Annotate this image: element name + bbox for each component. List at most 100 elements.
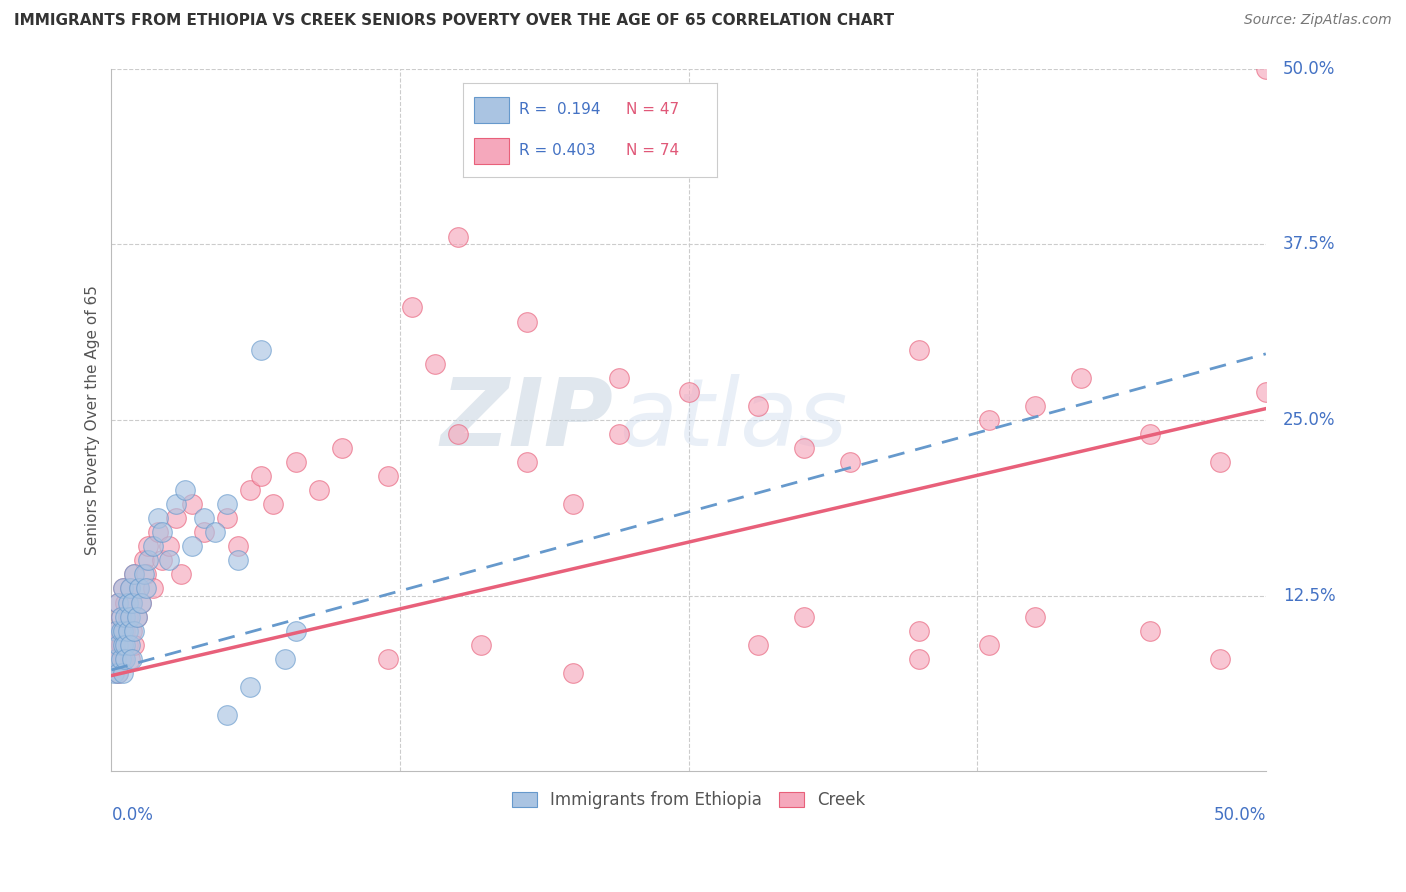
Point [330,441,353,455]
Point [107,595,129,609]
Point [562,665,585,680]
Point [516,455,538,469]
Point [111,624,134,638]
Point [138,553,160,567]
Point [977,413,1000,427]
Point [103,638,125,652]
Point [103,665,125,680]
Point [401,301,423,315]
Point [146,511,169,525]
Point [125,609,148,624]
Point [977,638,1000,652]
Point [908,651,931,665]
Point [165,511,187,525]
Point [110,651,132,665]
Point [150,553,173,567]
Point [285,624,308,638]
Point [157,539,180,553]
Point [1208,651,1230,665]
Point [228,539,250,553]
Point [377,651,399,665]
Point [142,539,165,553]
Point [747,399,769,413]
Point [447,426,470,441]
Point [607,370,630,384]
Point [114,651,136,665]
Point [114,609,136,624]
Point [250,343,273,357]
Point [117,609,139,624]
Point [110,638,132,652]
Point [150,525,173,540]
Point [562,497,585,511]
Text: 50.0%: 50.0% [1213,806,1265,824]
Point [118,582,141,596]
Point [128,582,150,596]
Point [174,483,197,497]
Point [170,567,193,582]
Point [121,595,143,609]
Point [250,469,273,483]
Point [165,497,187,511]
Point [215,707,238,722]
Point [146,525,169,540]
Point [114,624,136,638]
Point [1139,426,1161,441]
Point [118,651,141,665]
Point [157,553,180,567]
Point [204,525,226,540]
Point [114,638,136,652]
Point [125,609,148,624]
Point [1254,62,1277,76]
Point [793,441,815,455]
Point [105,624,128,638]
Point [516,314,538,328]
Point [111,638,134,652]
Point [111,582,134,596]
Point [1024,399,1046,413]
Point [377,469,399,483]
Point [215,511,238,525]
Point [111,651,134,665]
Point [1208,455,1230,469]
Point [239,483,262,497]
Point [228,553,250,567]
Point [908,343,931,357]
Legend: Immigrants from Ethiopia, Creek: Immigrants from Ethiopia, Creek [505,784,872,815]
Point [138,539,160,553]
Point [193,525,215,540]
Point [607,426,630,441]
Text: Source: ZipAtlas.com: Source: ZipAtlas.com [1244,13,1392,28]
Point [447,230,470,244]
Point [470,638,492,652]
Point [747,638,769,652]
Point [110,609,132,624]
Point [124,567,146,582]
Text: IMMIGRANTS FROM ETHIOPIA VS CREEK SENIORS POVERTY OVER THE AGE OF 65 CORRELATION: IMMIGRANTS FROM ETHIOPIA VS CREEK SENIOR… [14,13,894,29]
Text: 50.0%: 50.0% [1284,60,1336,78]
Point [121,624,143,638]
Point [1139,624,1161,638]
Point [135,582,157,596]
Point [124,638,146,652]
Text: 37.5%: 37.5% [1284,235,1336,253]
Text: 0.0%: 0.0% [111,806,153,824]
Point [239,680,262,694]
Point [107,638,129,652]
Point [285,455,308,469]
Point [107,665,129,680]
Point [262,497,284,511]
Point [121,595,143,609]
Point [793,609,815,624]
Point [117,638,139,652]
Point [105,624,128,638]
Point [118,638,141,652]
Y-axis label: Seniors Poverty Over the Age of 65: Seniors Poverty Over the Age of 65 [86,285,100,555]
Point [128,582,150,596]
Point [678,384,700,399]
Point [124,567,146,582]
Point [1070,370,1092,384]
Point [181,539,204,553]
Point [121,651,143,665]
Point [118,609,141,624]
